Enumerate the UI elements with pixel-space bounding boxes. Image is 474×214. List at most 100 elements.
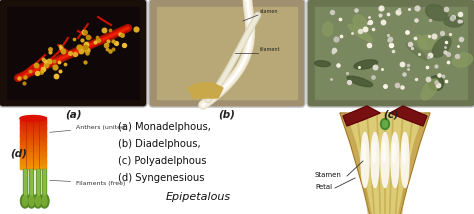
Ellipse shape [383, 143, 385, 163]
Ellipse shape [315, 61, 330, 67]
Ellipse shape [381, 132, 389, 187]
Text: Petal: Petal [315, 184, 332, 190]
Bar [23, 169, 27, 197]
Ellipse shape [426, 4, 447, 21]
Bar [20, 160, 46, 163]
Bar [157, 7, 297, 99]
Ellipse shape [40, 194, 49, 208]
Text: Filaments (free): Filaments (free) [50, 180, 126, 186]
Bar [20, 120, 46, 123]
Text: (c) Polyadelphous: (c) Polyadelphous [118, 156, 207, 166]
Ellipse shape [353, 15, 367, 30]
Bar [20, 164, 46, 166]
Ellipse shape [402, 143, 405, 163]
Ellipse shape [20, 116, 46, 122]
Text: Epipetalous: Epipetalous [166, 192, 231, 202]
Bar [20, 124, 46, 126]
Bar [20, 148, 46, 150]
Bar [20, 143, 46, 145]
Ellipse shape [36, 196, 40, 206]
Bar [20, 119, 46, 121]
Ellipse shape [361, 132, 369, 187]
Bar [20, 146, 46, 149]
Text: (b): (b) [219, 109, 236, 119]
Ellipse shape [444, 16, 464, 27]
Bar [20, 134, 46, 137]
Bar [315, 7, 467, 99]
Text: (c): (c) [383, 109, 399, 119]
Ellipse shape [453, 53, 473, 67]
Ellipse shape [406, 44, 428, 60]
Ellipse shape [322, 22, 333, 36]
FancyBboxPatch shape [149, 0, 305, 107]
Ellipse shape [416, 35, 428, 49]
Text: Stamen: Stamen [315, 172, 342, 178]
Bar [7, 7, 139, 99]
Text: (b) Diadelphous,: (b) Diadelphous, [118, 139, 201, 149]
Polygon shape [340, 113, 430, 214]
Bar [29, 169, 34, 197]
Bar [44, 169, 46, 197]
Text: stamen: stamen [260, 9, 279, 14]
Bar [20, 159, 46, 161]
Bar [20, 153, 46, 156]
Bar [20, 157, 46, 159]
Ellipse shape [20, 194, 29, 208]
Bar [43, 169, 46, 197]
Ellipse shape [371, 132, 379, 187]
Ellipse shape [354, 60, 377, 69]
Ellipse shape [42, 196, 47, 206]
Bar [20, 138, 46, 140]
FancyBboxPatch shape [307, 0, 474, 107]
Bar [20, 126, 46, 128]
Bar [36, 169, 40, 197]
Ellipse shape [348, 24, 373, 42]
Bar [20, 136, 46, 138]
Text: (a): (a) [65, 109, 81, 119]
Ellipse shape [29, 196, 34, 206]
Ellipse shape [421, 79, 438, 100]
Ellipse shape [347, 76, 373, 87]
Bar [20, 150, 46, 152]
Bar [20, 127, 46, 130]
Bar [20, 133, 46, 135]
Ellipse shape [418, 35, 438, 49]
Ellipse shape [27, 194, 36, 208]
Bar [20, 141, 46, 144]
Text: Anthers (united): Anthers (united) [50, 125, 128, 132]
Bar [37, 169, 39, 197]
Ellipse shape [22, 196, 27, 206]
Bar [20, 117, 46, 119]
Bar [20, 140, 46, 142]
Ellipse shape [381, 119, 390, 129]
Bar [20, 167, 46, 169]
Bar [20, 131, 46, 133]
Ellipse shape [428, 76, 444, 91]
Polygon shape [347, 113, 423, 214]
Polygon shape [188, 83, 223, 98]
Ellipse shape [34, 194, 43, 208]
Bar [20, 145, 46, 147]
Bar [20, 122, 46, 124]
Text: filament: filament [260, 47, 281, 52]
Bar [24, 169, 26, 197]
Text: (a) Monadelphous,: (a) Monadelphous, [118, 122, 211, 132]
Bar [30, 169, 33, 197]
Bar [20, 166, 46, 168]
Bar [20, 129, 46, 131]
Polygon shape [343, 106, 380, 126]
Polygon shape [390, 106, 427, 126]
Bar [20, 152, 46, 154]
Ellipse shape [401, 132, 409, 187]
Ellipse shape [373, 143, 375, 163]
FancyBboxPatch shape [0, 0, 147, 107]
Bar [20, 162, 46, 164]
Text: (d) Syngenesious: (d) Syngenesious [118, 173, 204, 183]
Ellipse shape [392, 143, 395, 163]
Text: (d): (d) [10, 148, 27, 158]
Ellipse shape [432, 37, 451, 57]
Bar [20, 155, 46, 157]
Ellipse shape [383, 120, 388, 128]
Ellipse shape [363, 143, 365, 163]
Ellipse shape [391, 132, 399, 187]
